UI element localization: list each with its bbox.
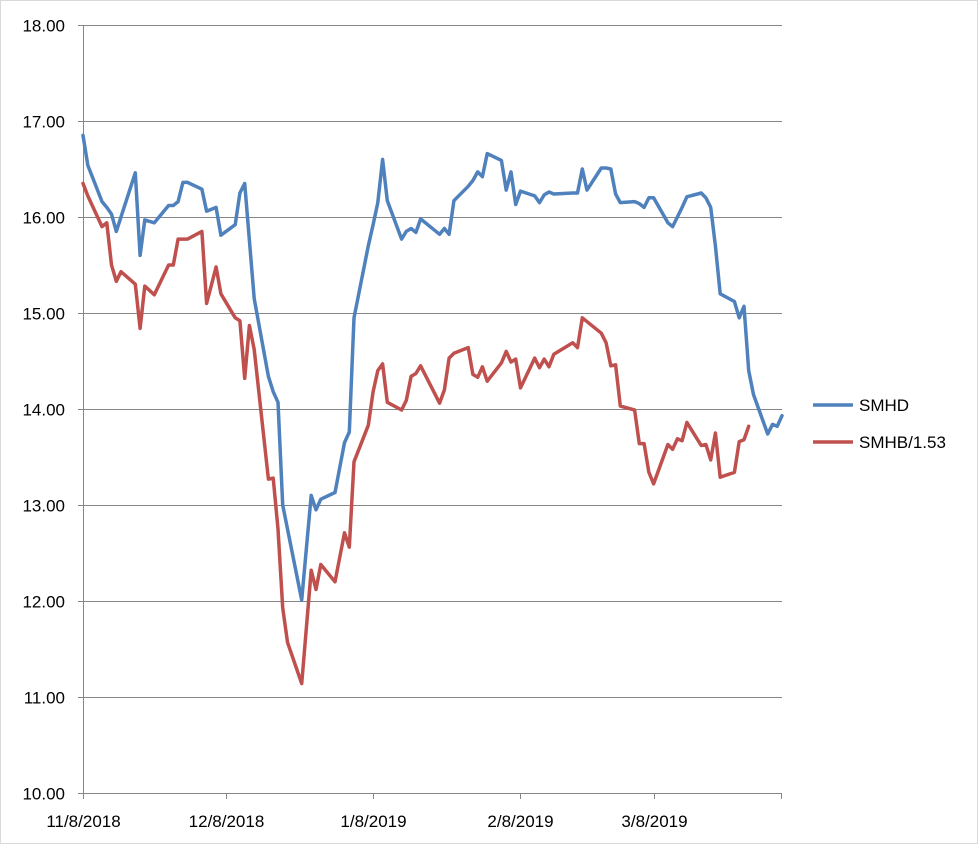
- x-tick-label: 1/8/2019: [340, 812, 406, 831]
- gridlines: [83, 25, 782, 698]
- y-tick-label: 17.00: [22, 113, 65, 132]
- x-tick-label: 2/8/2019: [487, 812, 553, 831]
- y-tick-label: 11.00: [24, 689, 65, 708]
- y-tick-label: 13.00: [22, 497, 65, 516]
- y-tick-label: 16.00: [22, 209, 65, 228]
- series-line-smhd: [81, 133, 784, 602]
- y-tick-label: 18.00: [22, 17, 65, 36]
- x-tick-label: 3/8/2019: [621, 812, 687, 831]
- series-lines: [81, 133, 784, 686]
- series-line-smhb-1-53: [81, 181, 751, 686]
- x-tick-label: 11/8/2018: [46, 812, 120, 831]
- y-tick-label: 12.00: [22, 593, 65, 612]
- legend-label: SMHB/1.53: [859, 433, 946, 452]
- legend-label: SMHD: [859, 396, 909, 415]
- y-tick-label: 10.00: [22, 785, 65, 804]
- y-tick-label: 15.00: [22, 305, 65, 324]
- legend: SMHD SMHB/1.53: [813, 396, 946, 452]
- axes: 10.00 11.00 12.00 13.00 14.00 15.00 16.00 17.00…: [22, 17, 782, 831]
- y-tick-label: 14.00: [22, 401, 65, 420]
- x-tick-label: 12/8/2018: [189, 812, 265, 831]
